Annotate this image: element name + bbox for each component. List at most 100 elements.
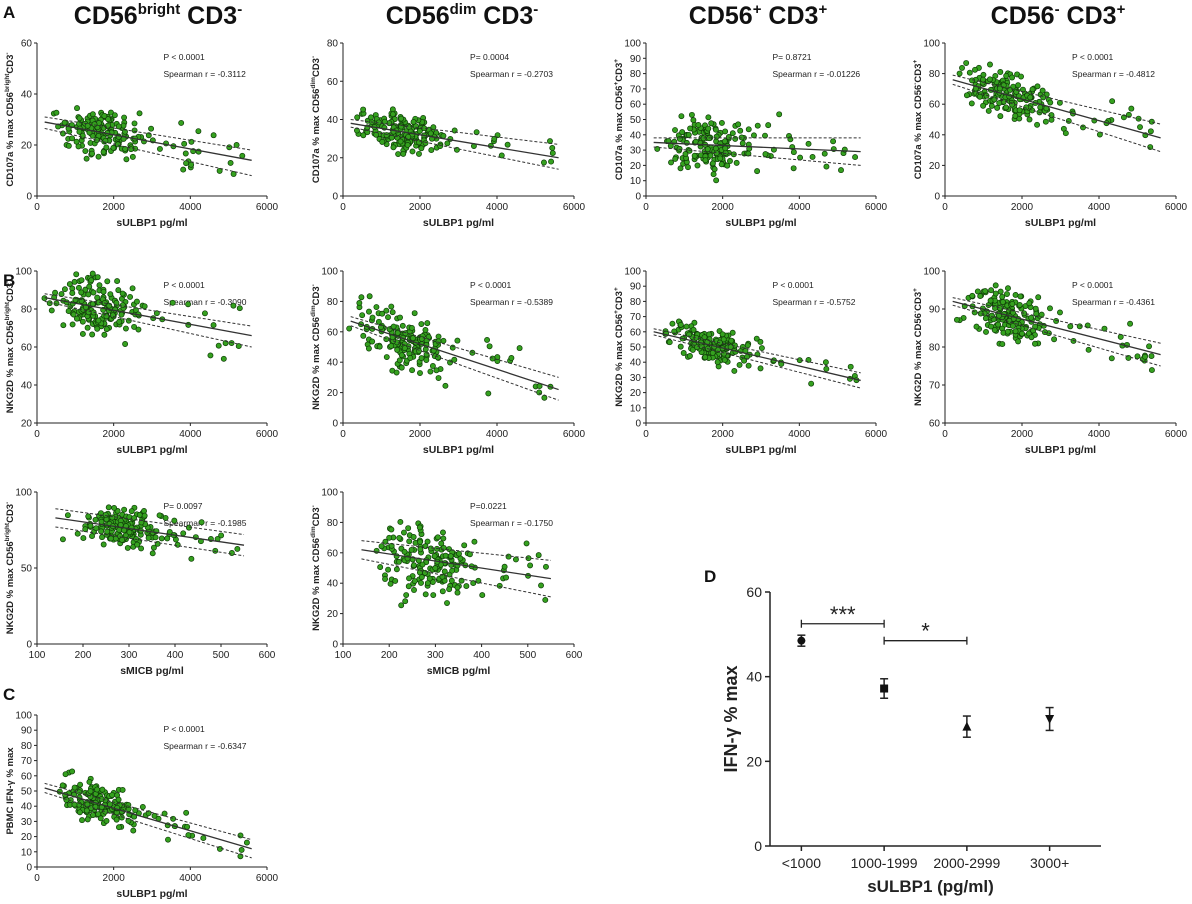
data-point — [688, 111, 695, 118]
data-point — [396, 534, 403, 541]
data-point — [1062, 130, 1069, 137]
data-point — [1004, 328, 1011, 335]
data-point — [431, 553, 438, 560]
data-point — [75, 143, 82, 150]
x-tick-label: 0 — [340, 429, 346, 440]
mean-marker — [797, 636, 806, 645]
data-point — [484, 337, 491, 343]
data-point — [454, 584, 461, 591]
data-point — [359, 312, 366, 319]
data-point — [84, 324, 91, 331]
p-value: P < 0.0001 — [1072, 52, 1113, 62]
data-point — [422, 543, 429, 550]
data-point — [162, 514, 169, 521]
data-point — [114, 278, 121, 285]
data-point — [702, 354, 709, 361]
regression-line — [55, 517, 245, 546]
data-point — [542, 596, 549, 603]
data-point — [405, 525, 412, 532]
data-point — [458, 577, 465, 584]
data-point — [403, 592, 410, 599]
p-value: P < 0.0001 — [164, 52, 205, 62]
data-point — [731, 367, 738, 374]
data-point — [181, 140, 188, 147]
data-point — [212, 547, 219, 554]
x-tick-label: 600 — [259, 650, 276, 661]
data-point — [53, 109, 60, 116]
data-point — [982, 288, 989, 295]
y-tick-label: 50 — [21, 787, 33, 798]
data-point — [89, 111, 96, 118]
data-point — [124, 544, 131, 551]
x-axis-label: sULBP1 pg/ml — [725, 444, 796, 456]
data-point — [739, 140, 746, 147]
data-point — [527, 562, 534, 569]
data-point — [691, 152, 698, 159]
data-point — [102, 511, 109, 518]
data-point — [1012, 112, 1019, 119]
data-point — [71, 278, 78, 285]
data-point — [543, 563, 549, 570]
x-axis-label: sULBP1 pg/ml — [423, 217, 494, 229]
data-point — [64, 512, 71, 519]
regression-line — [653, 141, 861, 153]
data-point — [1017, 293, 1024, 300]
data-point — [171, 517, 178, 524]
x-tick-label: 1000-1999 — [851, 855, 918, 871]
data-point — [417, 546, 424, 553]
data-point — [427, 368, 434, 375]
spearman-r: Spearman r = -0.2703 — [470, 69, 553, 79]
data-point — [390, 323, 397, 330]
data-point — [360, 106, 367, 113]
data-point — [402, 598, 409, 605]
data-point — [79, 318, 86, 325]
p-value: P < 0.0001 — [164, 724, 205, 734]
data-point — [84, 801, 91, 808]
data-point — [82, 148, 89, 154]
data-point — [115, 796, 122, 803]
x-tick-label: 0 — [942, 202, 948, 213]
data-point — [711, 166, 718, 173]
data-point — [120, 122, 127, 129]
y-tick-label: 20 — [327, 609, 339, 620]
regression-line — [44, 121, 252, 161]
y-tick-label: 40 — [630, 130, 642, 141]
y-tick-label: 100 — [15, 488, 32, 499]
y-tick-label: 90 — [630, 54, 642, 65]
y-tick-label: 30 — [630, 373, 642, 384]
data-point — [165, 836, 171, 843]
data-point — [94, 274, 101, 281]
data-point — [790, 149, 797, 156]
column-title-3: CD56+ CD3+ — [689, 1, 828, 30]
data-point — [852, 154, 859, 161]
x-tick-label: 0 — [643, 429, 649, 440]
x-tick-label: 6000 — [256, 202, 279, 213]
data-point — [78, 277, 85, 284]
data-point — [84, 122, 91, 129]
x-tick-label: 500 — [519, 650, 536, 661]
y-axis-label: NKG2D % max CD56-CD3+ — [912, 288, 924, 406]
data-point — [396, 357, 403, 364]
data-point — [999, 299, 1006, 305]
y-tick-label: 80 — [21, 305, 33, 316]
data-point — [687, 125, 694, 132]
panel-b2: 0 2000 4000 6000 0 20 40 60 80 100 sULBP1 pg/ml NKG… — [310, 267, 586, 457]
data-point — [987, 61, 993, 68]
data-point — [722, 128, 729, 135]
y-tick-label: 70 — [21, 756, 33, 767]
x-tick-label: 2000 — [1011, 202, 1034, 213]
data-point — [216, 167, 223, 174]
x-tick-label: 300 — [427, 650, 444, 661]
data-point — [418, 145, 425, 152]
data-point — [449, 344, 456, 351]
panel-a2: 0 2000 4000 6000 0 20 40 60 80 sULBP1 pg/ml CD107a… — [310, 39, 586, 230]
data-point — [1026, 116, 1033, 123]
data-point — [823, 163, 830, 170]
data-point — [1146, 343, 1152, 350]
x-tick-label: 6000 — [1165, 429, 1188, 440]
p-value: P= 0.0004 — [470, 52, 509, 62]
ci-upper-line — [361, 540, 551, 561]
x-tick-label: 0 — [34, 429, 40, 440]
data-point — [161, 810, 168, 817]
